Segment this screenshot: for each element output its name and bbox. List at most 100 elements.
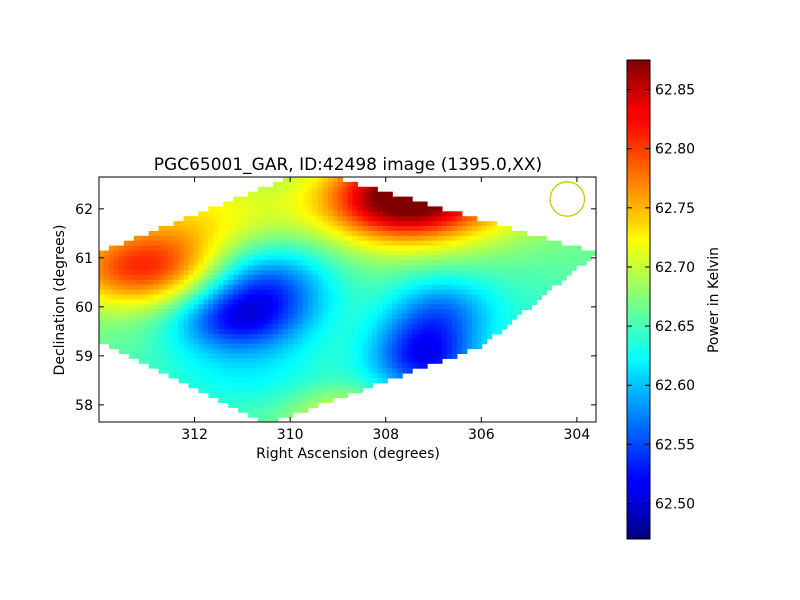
heatmap-cell: [138, 304, 145, 310]
heatmap-cell: [541, 270, 547, 276]
heatmap-cell: [456, 309, 463, 315]
heatmap-cell: [337, 240, 344, 247]
y-tick-label: 58: [75, 398, 93, 414]
heatmap-cell: [317, 284, 324, 291]
heatmap-cell: [417, 338, 423, 345]
heatmap-cell: [392, 221, 398, 227]
heatmap-cell: [213, 255, 219, 261]
heatmap-cell: [367, 348, 373, 354]
heatmap-cell: [377, 338, 383, 345]
heatmap-cell: [248, 196, 254, 203]
heatmap-cell: [258, 191, 264, 198]
heatmap-cell: [347, 328, 354, 335]
heatmap-cell: [272, 377, 279, 384]
heatmap-cell: [377, 226, 383, 232]
heatmap-cell: [133, 314, 140, 320]
heatmap-cell: [307, 250, 314, 256]
heatmap-cell: [407, 333, 413, 340]
heatmap-cell: [451, 289, 458, 296]
heatmap-cell: [248, 412, 254, 418]
heatmap-cell: [198, 289, 204, 296]
heatmap-cell: [322, 206, 329, 212]
heatmap-cell: [153, 250, 160, 256]
heatmap-cell: [317, 270, 324, 276]
heatmap-cell: [228, 402, 234, 408]
heatmap-cell: [417, 363, 423, 369]
heatmap-cell: [287, 314, 294, 320]
heatmap-cell: [382, 309, 388, 315]
heatmap-cell: [536, 260, 542, 266]
heatmap-cell: [272, 402, 279, 408]
heatmap-cell: [143, 275, 150, 281]
heatmap-cell: [476, 289, 483, 296]
heatmap-cell: [456, 240, 463, 247]
heatmap-cell: [337, 279, 344, 286]
heatmap-cell: [213, 338, 219, 345]
heatmap-cell: [198, 338, 204, 345]
heatmap-cell: [332, 387, 339, 394]
heatmap-cell: [446, 250, 453, 256]
heatmap-cell: [431, 240, 438, 247]
heatmap-cell: [441, 348, 448, 354]
heatmap-cell: [397, 245, 403, 252]
heatmap-cell: [342, 328, 349, 335]
heatmap-cell: [297, 206, 304, 212]
heatmap-cell: [193, 328, 199, 335]
heatmap-cell: [456, 245, 463, 252]
heatmap-cell: [436, 314, 443, 320]
heatmap-cell: [317, 353, 324, 359]
heatmap-cell: [382, 343, 388, 350]
heatmap-cell: [422, 226, 428, 232]
heatmap-cell: [417, 275, 423, 281]
heatmap-cell: [481, 230, 488, 237]
heatmap-cell: [238, 309, 244, 315]
heatmap-cell: [327, 377, 334, 384]
heatmap-cell: [183, 343, 190, 350]
heatmap-cell: [208, 226, 214, 232]
heatmap-cell: [267, 333, 274, 340]
heatmap-cell: [287, 250, 294, 256]
heatmap-cell: [402, 333, 408, 340]
heatmap-cell: [387, 309, 393, 315]
heatmap-cell: [267, 363, 274, 369]
heatmap-cell: [491, 304, 498, 310]
heatmap-cell: [128, 314, 135, 320]
heatmap-cell: [223, 309, 229, 315]
heatmap-cell: [153, 255, 160, 261]
heatmap-cell: [327, 373, 334, 379]
heatmap-cell: [173, 368, 180, 374]
heatmap-cell: [506, 240, 513, 247]
heatmap-cell: [372, 319, 378, 325]
heatmap-cell: [471, 245, 478, 252]
heatmap-cell: [302, 402, 309, 408]
heatmap-cell: [183, 235, 190, 242]
heatmap-cell: [347, 191, 354, 198]
heatmap-cell: [148, 275, 155, 281]
heatmap-cell: [382, 260, 388, 266]
heatmap-cell: [347, 260, 354, 266]
heatmap-cell: [263, 270, 269, 276]
heatmap-cell: [158, 265, 165, 271]
heatmap-cell: [223, 304, 229, 310]
heatmap-cell: [377, 343, 383, 350]
heatmap-cell: [228, 250, 234, 256]
heatmap-cell: [208, 294, 214, 301]
heatmap-cell: [397, 211, 403, 217]
plot-frame: [98, 176, 597, 423]
heatmap-cell: [113, 338, 120, 345]
heatmap-cell: [203, 250, 209, 256]
heatmap-cell: [183, 348, 190, 354]
heatmap-cell: [377, 275, 383, 281]
heatmap-cell: [352, 373, 359, 379]
heatmap-cell: [158, 294, 165, 301]
heatmap-cell: [163, 333, 170, 340]
heatmap-cell: [382, 255, 388, 261]
heatmap-cell: [347, 299, 354, 305]
heatmap-cell: [292, 397, 299, 403]
heatmap-cell: [431, 299, 438, 305]
heatmap-cell: [372, 358, 378, 364]
heatmap-cell: [238, 294, 244, 301]
heatmap-cell: [213, 206, 219, 212]
heatmap-cell: [486, 250, 493, 256]
